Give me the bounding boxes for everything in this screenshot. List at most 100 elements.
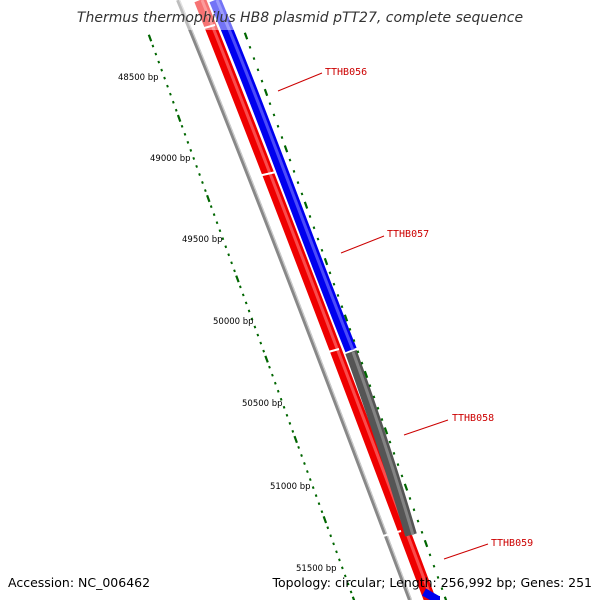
ruler-label: 51500 bp bbox=[296, 564, 337, 574]
ruler-minor-tick bbox=[154, 52, 158, 56]
ruler-major-tick bbox=[351, 596, 356, 600]
gene-highlight-TTHB056-057 bbox=[215, 0, 355, 351]
gene-label-TTHB059[interactable]: TTHB059 bbox=[491, 538, 533, 549]
ruler-label: 50000 bp bbox=[213, 317, 254, 327]
gene-leader-line bbox=[403, 419, 449, 436]
forward-strand-track bbox=[170, 0, 440, 600]
gene-segment-TTHB058 bbox=[345, 349, 417, 537]
outer-ruler-major-tick bbox=[403, 483, 409, 491]
reverse-gene-boundary bbox=[320, 348, 340, 355]
ruler-minor-tick bbox=[297, 445, 300, 449]
ruler-minor-tick bbox=[215, 221, 219, 225]
ruler-minor-tick bbox=[166, 84, 169, 88]
gene-label-TTHB058[interactable]: TTHB058 bbox=[452, 413, 494, 424]
ruler-major-tick bbox=[293, 435, 298, 444]
ruler-minor-tick bbox=[271, 373, 274, 377]
backbone-outer-line bbox=[176, 0, 412, 600]
outer-ruler-minor-tick bbox=[380, 418, 384, 421]
outer-ruler-major-tick bbox=[243, 32, 249, 40]
outer-ruler-minor-tick bbox=[332, 282, 336, 286]
outer-ruler-minor-tick bbox=[248, 45, 252, 49]
ruler-minor-tick bbox=[151, 44, 155, 48]
ruler-minor-tick bbox=[224, 245, 228, 249]
ruler-minor-tick bbox=[256, 333, 260, 337]
ruler-label: 50500 bp bbox=[242, 399, 283, 409]
ruler-minor-tick bbox=[320, 510, 324, 514]
gene-labels: TTHB056 TTHB057 TTHB058 TTHB059 bbox=[277, 67, 533, 560]
ruler-minor-tick bbox=[163, 76, 166, 80]
gene-label-TTHB056[interactable]: TTHB056 bbox=[325, 67, 367, 78]
ruler-minor-tick bbox=[306, 470, 309, 474]
ruler-minor-tick bbox=[238, 285, 242, 289]
ruler-minor-tick bbox=[192, 156, 196, 160]
ruler-minor-tick bbox=[160, 68, 164, 72]
outer-ruler-major-tick bbox=[363, 370, 369, 379]
outer-ruler-minor-tick bbox=[368, 384, 372, 388]
ruler-minor-tick bbox=[250, 317, 254, 321]
accession-text: Accession: NC_006462 bbox=[8, 575, 150, 590]
ruler-minor-tick bbox=[212, 213, 216, 217]
ruler-label: 49000 bp bbox=[150, 154, 191, 164]
outer-ruler-major-tick bbox=[283, 145, 289, 153]
ruler-major-tick bbox=[176, 114, 182, 122]
ruler-minor-tick bbox=[227, 253, 231, 257]
ruler-minor-tick bbox=[253, 325, 257, 329]
outer-ruler-minor-tick bbox=[372, 395, 376, 399]
outer-ruler-major-tick bbox=[263, 88, 269, 97]
ruler-minor-tick bbox=[195, 164, 198, 168]
ruler-minor-tick bbox=[335, 550, 338, 554]
ruler-minor-tick bbox=[273, 381, 277, 385]
ruler-minor-tick bbox=[189, 148, 193, 152]
ruler-minor-tick bbox=[329, 534, 333, 538]
outer-ruler-minor-tick bbox=[256, 68, 260, 72]
ruler-major-tick bbox=[322, 516, 328, 524]
ruler-minor-tick bbox=[279, 397, 283, 401]
ruler-minor-tick bbox=[311, 486, 315, 490]
reverse-gene-boundary bbox=[382, 530, 402, 537]
outer-ruler-minor-tick bbox=[316, 237, 320, 241]
ruler-minor-tick bbox=[300, 454, 303, 457]
ruler-minor-tick bbox=[180, 124, 184, 128]
gene-label-TTHB057[interactable]: TTHB057 bbox=[387, 229, 429, 240]
ruler-major-tick bbox=[206, 194, 211, 203]
gene-highlight-TTHB058 bbox=[351, 351, 415, 536]
ruler-minor-tick bbox=[218, 229, 222, 233]
ruler-minor-tick bbox=[247, 309, 251, 313]
ruler-minor-tick bbox=[201, 181, 204, 184]
ruler-minor-tick bbox=[343, 574, 347, 578]
ruler-minor-tick bbox=[303, 462, 306, 465]
outer-ruler-minor-tick bbox=[288, 158, 292, 162]
ruler-minor-tick bbox=[241, 293, 245, 297]
gene-segment-TTHB056-057 bbox=[209, 0, 357, 353]
ruler-minor-tick bbox=[308, 478, 312, 482]
ruler-minor-tick bbox=[276, 389, 280, 393]
outer-ruler-minor-tick bbox=[340, 305, 344, 309]
reverse-gene-segment bbox=[194, 0, 436, 600]
gene-leader-line bbox=[443, 543, 489, 560]
ruler-minor-tick bbox=[262, 349, 266, 353]
ruler-major-tick bbox=[235, 275, 240, 283]
outer-ruler-minor-tick bbox=[292, 169, 296, 173]
outer-ruler-minor-tick bbox=[276, 124, 280, 128]
ruler-minor-tick bbox=[349, 590, 353, 594]
outer-ruler-minor-tick bbox=[388, 440, 392, 444]
outer-ruler-minor-tick bbox=[268, 102, 272, 106]
outer-ruler-minor-tick bbox=[272, 113, 276, 117]
ruler-minor-tick bbox=[340, 566, 344, 570]
outer-ruler-major-tick bbox=[343, 314, 349, 322]
outer-ruler-major-tick bbox=[323, 257, 329, 266]
ruler-minor-tick bbox=[285, 413, 289, 417]
ruler-minor-tick bbox=[230, 261, 233, 265]
reverse-strand-track bbox=[194, 0, 436, 600]
outer-ruler-minor-tick bbox=[280, 136, 284, 139]
ruler-minor-tick bbox=[233, 269, 236, 273]
ruler-label: 49500 bp bbox=[182, 235, 223, 245]
ruler-minor-tick bbox=[183, 132, 187, 136]
outer-ruler-major-tick bbox=[383, 427, 389, 435]
outer-ruler-minor-tick bbox=[408, 497, 412, 500]
ruler-tick-track bbox=[147, 34, 356, 600]
outer-tick-track bbox=[243, 32, 448, 600]
reverse-gene-boundary bbox=[196, 24, 216, 31]
ruler-minor-tick bbox=[157, 60, 161, 64]
top-fade bbox=[170, 0, 240, 30]
